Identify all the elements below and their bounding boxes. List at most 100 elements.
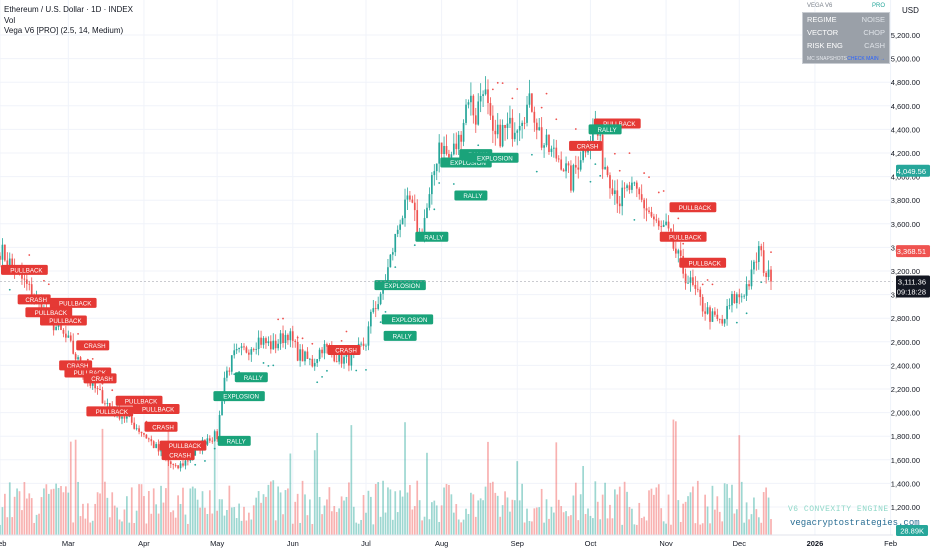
pullback-signal-tag[interactable]: CRASH	[569, 140, 603, 151]
candle-body	[677, 250, 680, 254]
signal-tag-text: CRASH	[335, 348, 357, 355]
candle-body	[296, 341, 299, 361]
pullback-signal-tag[interactable]: PULLBACK	[115, 395, 163, 406]
volume-bar	[599, 519, 602, 535]
volume-bar	[767, 497, 770, 535]
rally-signal-tag[interactable]: RALLY	[234, 372, 268, 383]
pullback-signal-tag[interactable]: PULLBACK	[679, 257, 727, 268]
pullback-signal-tag[interactable]: PULLBACK	[40, 315, 87, 326]
rally-signal-tag[interactable]: EXPLOSION	[467, 152, 519, 163]
trail-dot	[311, 342, 314, 345]
rally-signal-tag[interactable]: RALLY	[217, 435, 251, 446]
volume-bar	[313, 450, 316, 535]
volume-bar	[348, 482, 350, 535]
trail-dot	[545, 92, 548, 95]
candle-body	[404, 199, 406, 219]
panel-footer-link[interactable]: CHECK MAIN →	[847, 56, 885, 62]
pullback-signal-tag[interactable]: PULLBACK	[49, 297, 97, 308]
volume-bar	[633, 524, 636, 535]
volume-bar	[96, 492, 99, 535]
volume-bar	[421, 520, 423, 535]
time-axis[interactable]: Feb Mar Apr May Jun Jul Aug Sep Oct Nov Dec 2026 Feb	[0, 534, 897, 548]
volume-bar	[648, 490, 650, 535]
volume-bar	[582, 465, 584, 535]
pullback-signal-tag[interactable]: CRASH	[76, 340, 110, 351]
pullback-signal-tag[interactable]: PULLBACK	[159, 440, 207, 451]
candle-body	[728, 305, 731, 307]
candle-body	[516, 130, 519, 133]
volume-bar	[235, 518, 238, 535]
pullback-signal-tag[interactable]: CRASH	[161, 450, 195, 461]
price-axis-bg	[893, 0, 932, 550]
trail-dot	[111, 389, 114, 392]
volume-bar	[84, 518, 87, 535]
volume-bar	[213, 441, 216, 535]
candle-body	[606, 166, 609, 176]
pullback-signal-tag[interactable]: PULLBACK	[0, 264, 48, 275]
volume-bar	[472, 494, 475, 535]
candle-body	[477, 101, 480, 125]
candle-body	[235, 349, 238, 351]
pullback-signal-tag[interactable]: CRASH	[327, 345, 361, 356]
signal-tag-text: EXPLOSION	[450, 160, 486, 167]
candle-body	[604, 166, 606, 170]
volume-bar	[299, 522, 301, 535]
volume-bar	[108, 517, 111, 535]
candle-body	[482, 94, 484, 96]
pullback-signal-tag[interactable]: PULLBACK	[25, 307, 73, 318]
candle-body	[182, 463, 184, 466]
trail-dot	[599, 174, 602, 177]
rally-signal-tag[interactable]: EXPLOSION	[213, 391, 265, 402]
volume-bar	[474, 516, 477, 535]
rally-signal-tag[interactable]: RALLY	[383, 330, 417, 341]
price-label-text: 3,368.51	[897, 247, 926, 256]
candle-body	[89, 381, 92, 386]
signal-tag-bg	[161, 450, 195, 461]
pullback-signal-tag[interactable]: CRASH	[83, 373, 117, 384]
pullback-signal-tag[interactable]: CRASH	[17, 294, 51, 305]
candle-body	[169, 461, 172, 465]
volume-bar	[118, 519, 121, 535]
rally-signal-tag[interactable]: RALLY	[588, 124, 622, 135]
candle-body	[174, 464, 177, 466]
rally-signal-tag[interactable]: RALLY	[415, 231, 449, 242]
volume-bar	[513, 500, 516, 535]
candle-body	[274, 340, 277, 349]
candle-body	[396, 229, 399, 234]
volume-bar	[345, 496, 348, 535]
volume-bar	[250, 519, 253, 535]
volume-bar	[689, 492, 692, 535]
volume-bar	[692, 486, 694, 535]
volume-bar	[226, 509, 228, 535]
pullback-signal-tag[interactable]: PULLBACK	[132, 404, 180, 415]
volume-bar	[182, 487, 184, 535]
volume-bar	[709, 523, 711, 535]
pullback-signal-tag[interactable]: CRASH	[144, 421, 178, 432]
pullback-signal-tag[interactable]: PULLBACK	[659, 231, 707, 242]
pullback-signal-tag[interactable]: PULLBACK	[669, 202, 717, 213]
volume-bar	[367, 490, 370, 535]
rally-signal-tag[interactable]: RALLY	[454, 190, 488, 201]
volume-bar	[465, 508, 467, 535]
pullback-signal-tag[interactable]: PULLBACK	[86, 406, 134, 417]
candle-body	[226, 370, 228, 378]
volume-bar	[433, 500, 436, 535]
rally-signal-tag[interactable]: EXPLOSION	[381, 314, 434, 325]
volume-bar	[623, 481, 626, 535]
candle-body	[745, 284, 748, 296]
candle-body	[340, 351, 343, 364]
trail-dot	[433, 208, 436, 211]
vega-status-panel: VEGA V6 PRO REGIME NOISE VECTOR CHOP RIS…	[802, 3, 890, 64]
candle-body	[684, 273, 687, 284]
volume-bar	[277, 486, 280, 535]
y-tick-label: 2,600.00	[891, 338, 920, 347]
volume-bar	[531, 521, 533, 535]
trail-dot	[770, 251, 772, 254]
currency-label[interactable]: USD	[902, 6, 919, 15]
candle-body	[457, 134, 460, 150]
rally-signal-tag[interactable]: EXPLOSION	[374, 280, 426, 291]
volume-bar	[411, 509, 414, 535]
indicator-legend[interactable]: Vega V6 [PRO] (2.5, 14, Medium)	[4, 26, 124, 35]
